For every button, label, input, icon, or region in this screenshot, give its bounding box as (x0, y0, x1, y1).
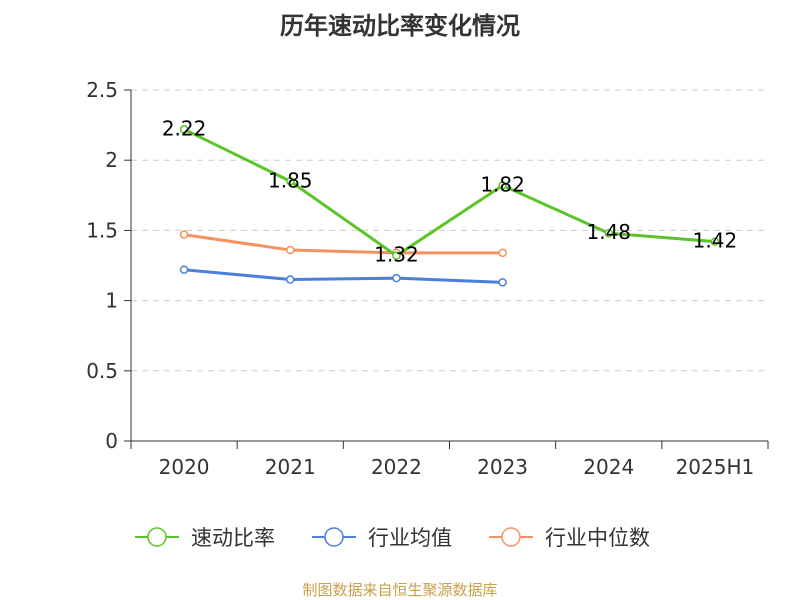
source-note: 制图数据来自恒生聚源数据库 (302, 581, 498, 599)
y-tick-label: 1 (105, 289, 118, 313)
chart-title: 历年速动比率变化情况 (280, 12, 520, 40)
x-tick-label: 2023 (477, 455, 528, 479)
data-point (286, 275, 295, 284)
legend-item: 速动比率 (135, 526, 275, 550)
y-tick-label: 2 (105, 148, 118, 172)
legend-marker (501, 527, 521, 547)
data-point (498, 248, 507, 258)
legend-marker (324, 527, 344, 547)
legend-label: 速动比率 (191, 526, 275, 550)
data-point (179, 125, 189, 134)
series-lines (179, 125, 720, 287)
legend-label: 行业中位数 (545, 526, 650, 550)
data-point (498, 278, 507, 287)
legend-item: 行业中位数 (489, 526, 650, 550)
data-point (604, 228, 613, 238)
legend-item: 行业均值 (312, 526, 452, 550)
x-tick-label: 2021 (265, 455, 316, 479)
series-line (183, 268, 503, 284)
legend-marker (147, 527, 167, 547)
axes: 0 0.5 1 1.5 2 2.5 2020 2021 2022 2023 2024 2025H1 (86, 78, 769, 479)
data-label: 1.32 (374, 243, 419, 267)
x-tick-label: 2020 (159, 455, 210, 479)
data-label: 1.48 (586, 220, 631, 244)
data-point (498, 181, 507, 190)
data-point (179, 230, 189, 239)
y-tick-label: 2.5 (86, 78, 118, 102)
data-point (179, 265, 189, 274)
legend: 速动比率 行业均值 行业中位数 (135, 526, 650, 550)
data-label: 1.85 (268, 168, 313, 192)
y-tick-label: 0.5 (86, 359, 118, 383)
gridlines (131, 89, 768, 372)
x-tick-label: 2022 (371, 455, 422, 479)
x-tick-label: 2024 (583, 455, 634, 479)
legend-label: 行业均值 (368, 526, 452, 550)
data-point (392, 251, 401, 260)
data-label: 2.22 (162, 116, 207, 140)
data-label: 1.42 (693, 229, 738, 253)
data-point (392, 273, 401, 283)
y-tick-label: 0 (105, 429, 118, 453)
data-point (286, 245, 295, 255)
data-label: 1.82 (480, 172, 525, 196)
x-tick-label: 2025H1 (676, 455, 755, 479)
data-point (710, 237, 720, 246)
data-labels: 2.22 1.85 1.32 1.82 1.48 1.42 (162, 116, 737, 266)
data-point (286, 177, 295, 186)
series-line (183, 233, 503, 255)
y-tick-label: 1.5 (86, 218, 118, 242)
series-line (183, 127, 716, 258)
